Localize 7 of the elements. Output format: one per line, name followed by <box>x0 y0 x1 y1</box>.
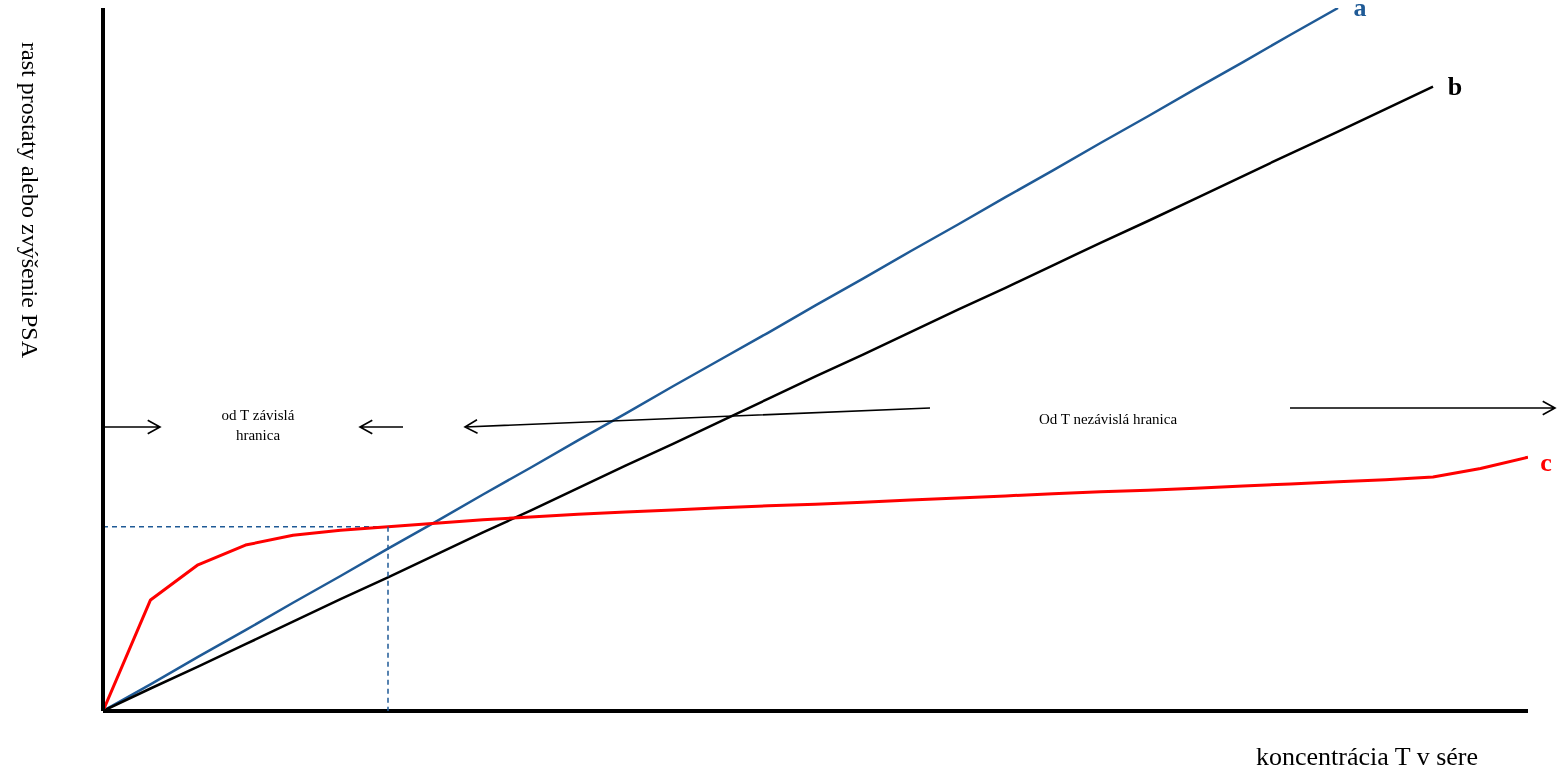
annotation: Od T nezávislá hranica <box>1038 411 1178 427</box>
y-axis-title: rast prostaty alebo zvýšenie PSA <box>17 42 43 359</box>
series-label: b <box>1447 71 1463 101</box>
series-label: c <box>1540 448 1552 478</box>
annotation: od T závislá hranica <box>221 407 295 443</box>
x-axis-title: koncentrácia T v sére <box>1255 742 1479 771</box>
series-label: a <box>1353 0 1367 22</box>
